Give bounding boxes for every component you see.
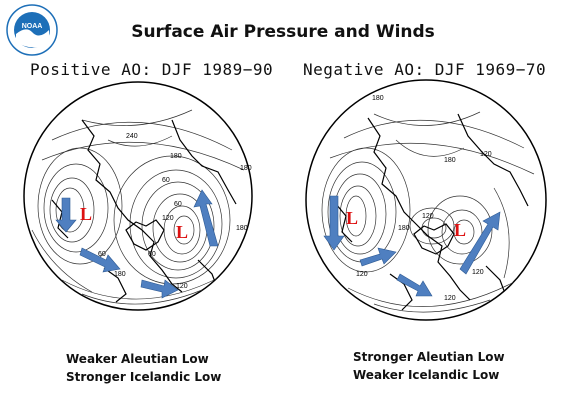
contour-label: 120 bbox=[472, 269, 484, 276]
wind-arrow-icon bbox=[55, 197, 77, 233]
caption-line: Stronger Icelandic Low bbox=[66, 370, 222, 384]
caption-positive-ao: Weaker Aleutian Low Stronger Icelandic L… bbox=[66, 350, 221, 386]
contour-label: 120 bbox=[444, 295, 456, 302]
wind-arrow-icon bbox=[193, 189, 219, 247]
caption-line: Weaker Icelandic Low bbox=[353, 368, 500, 382]
caption-negative-ao: Stronger Aleutian Low Weaker Icelandic L… bbox=[353, 348, 505, 384]
wind-arrow-icon bbox=[323, 195, 345, 251]
contour-label: 120 bbox=[356, 271, 368, 278]
contour-label: 180 bbox=[240, 165, 252, 172]
contour-label: 180 bbox=[236, 225, 248, 232]
contour-label: 60 bbox=[148, 251, 156, 258]
contour-label: 120 bbox=[422, 213, 434, 220]
contour-label: 60 bbox=[98, 251, 106, 258]
contour-label: 240 bbox=[126, 133, 138, 140]
low-marker-icelandic: L bbox=[454, 220, 466, 240]
wind-arrow-icon bbox=[359, 247, 397, 267]
wind-arrow-icon bbox=[459, 211, 501, 275]
low-marker-aleutian: L bbox=[80, 204, 92, 224]
contour-label: 180 bbox=[372, 95, 384, 102]
contour-label: 180 bbox=[170, 153, 182, 160]
contour-label: 120 bbox=[176, 283, 188, 290]
logo-text: NOAA bbox=[22, 23, 43, 30]
pressure-contours bbox=[31, 109, 245, 305]
wind-arrow-icon bbox=[396, 273, 433, 297]
coastlines bbox=[335, 113, 529, 311]
caption-line: Stronger Aleutian Low bbox=[353, 350, 505, 364]
panel-title-positive-ao: Positive AO: DJF 1989−90 bbox=[30, 60, 274, 79]
noaa-logo-icon: NOAA bbox=[6, 4, 58, 56]
low-marker-icelandic: L bbox=[176, 222, 188, 242]
caption-line: Weaker Aleutian Low bbox=[66, 352, 209, 366]
wind-arrow-icon bbox=[79, 247, 121, 273]
contour-label: 180 bbox=[444, 157, 456, 164]
wind-arrow-icon bbox=[140, 279, 179, 299]
page-title: Surface Air Pressure and Winds bbox=[131, 22, 435, 42]
contour-label: 180 bbox=[114, 271, 126, 278]
polar-map-positive-ao: 240 180 60 60 120 180 180 60 60 180 120 … bbox=[23, 81, 253, 311]
contour-label: 120 bbox=[162, 215, 174, 222]
contour-label: 60 bbox=[162, 177, 170, 184]
panel-title-negative-ao: Negative AO: DJF 1969−70 bbox=[303, 60, 547, 79]
contour-label: 120 bbox=[480, 151, 492, 158]
low-marker-aleutian: L bbox=[346, 208, 358, 228]
polar-map-negative-ao: 180 180 120 120 180 120 120 120 L L bbox=[305, 79, 547, 321]
contour-label: 60 bbox=[174, 201, 182, 208]
contour-label: 180 bbox=[398, 225, 410, 232]
